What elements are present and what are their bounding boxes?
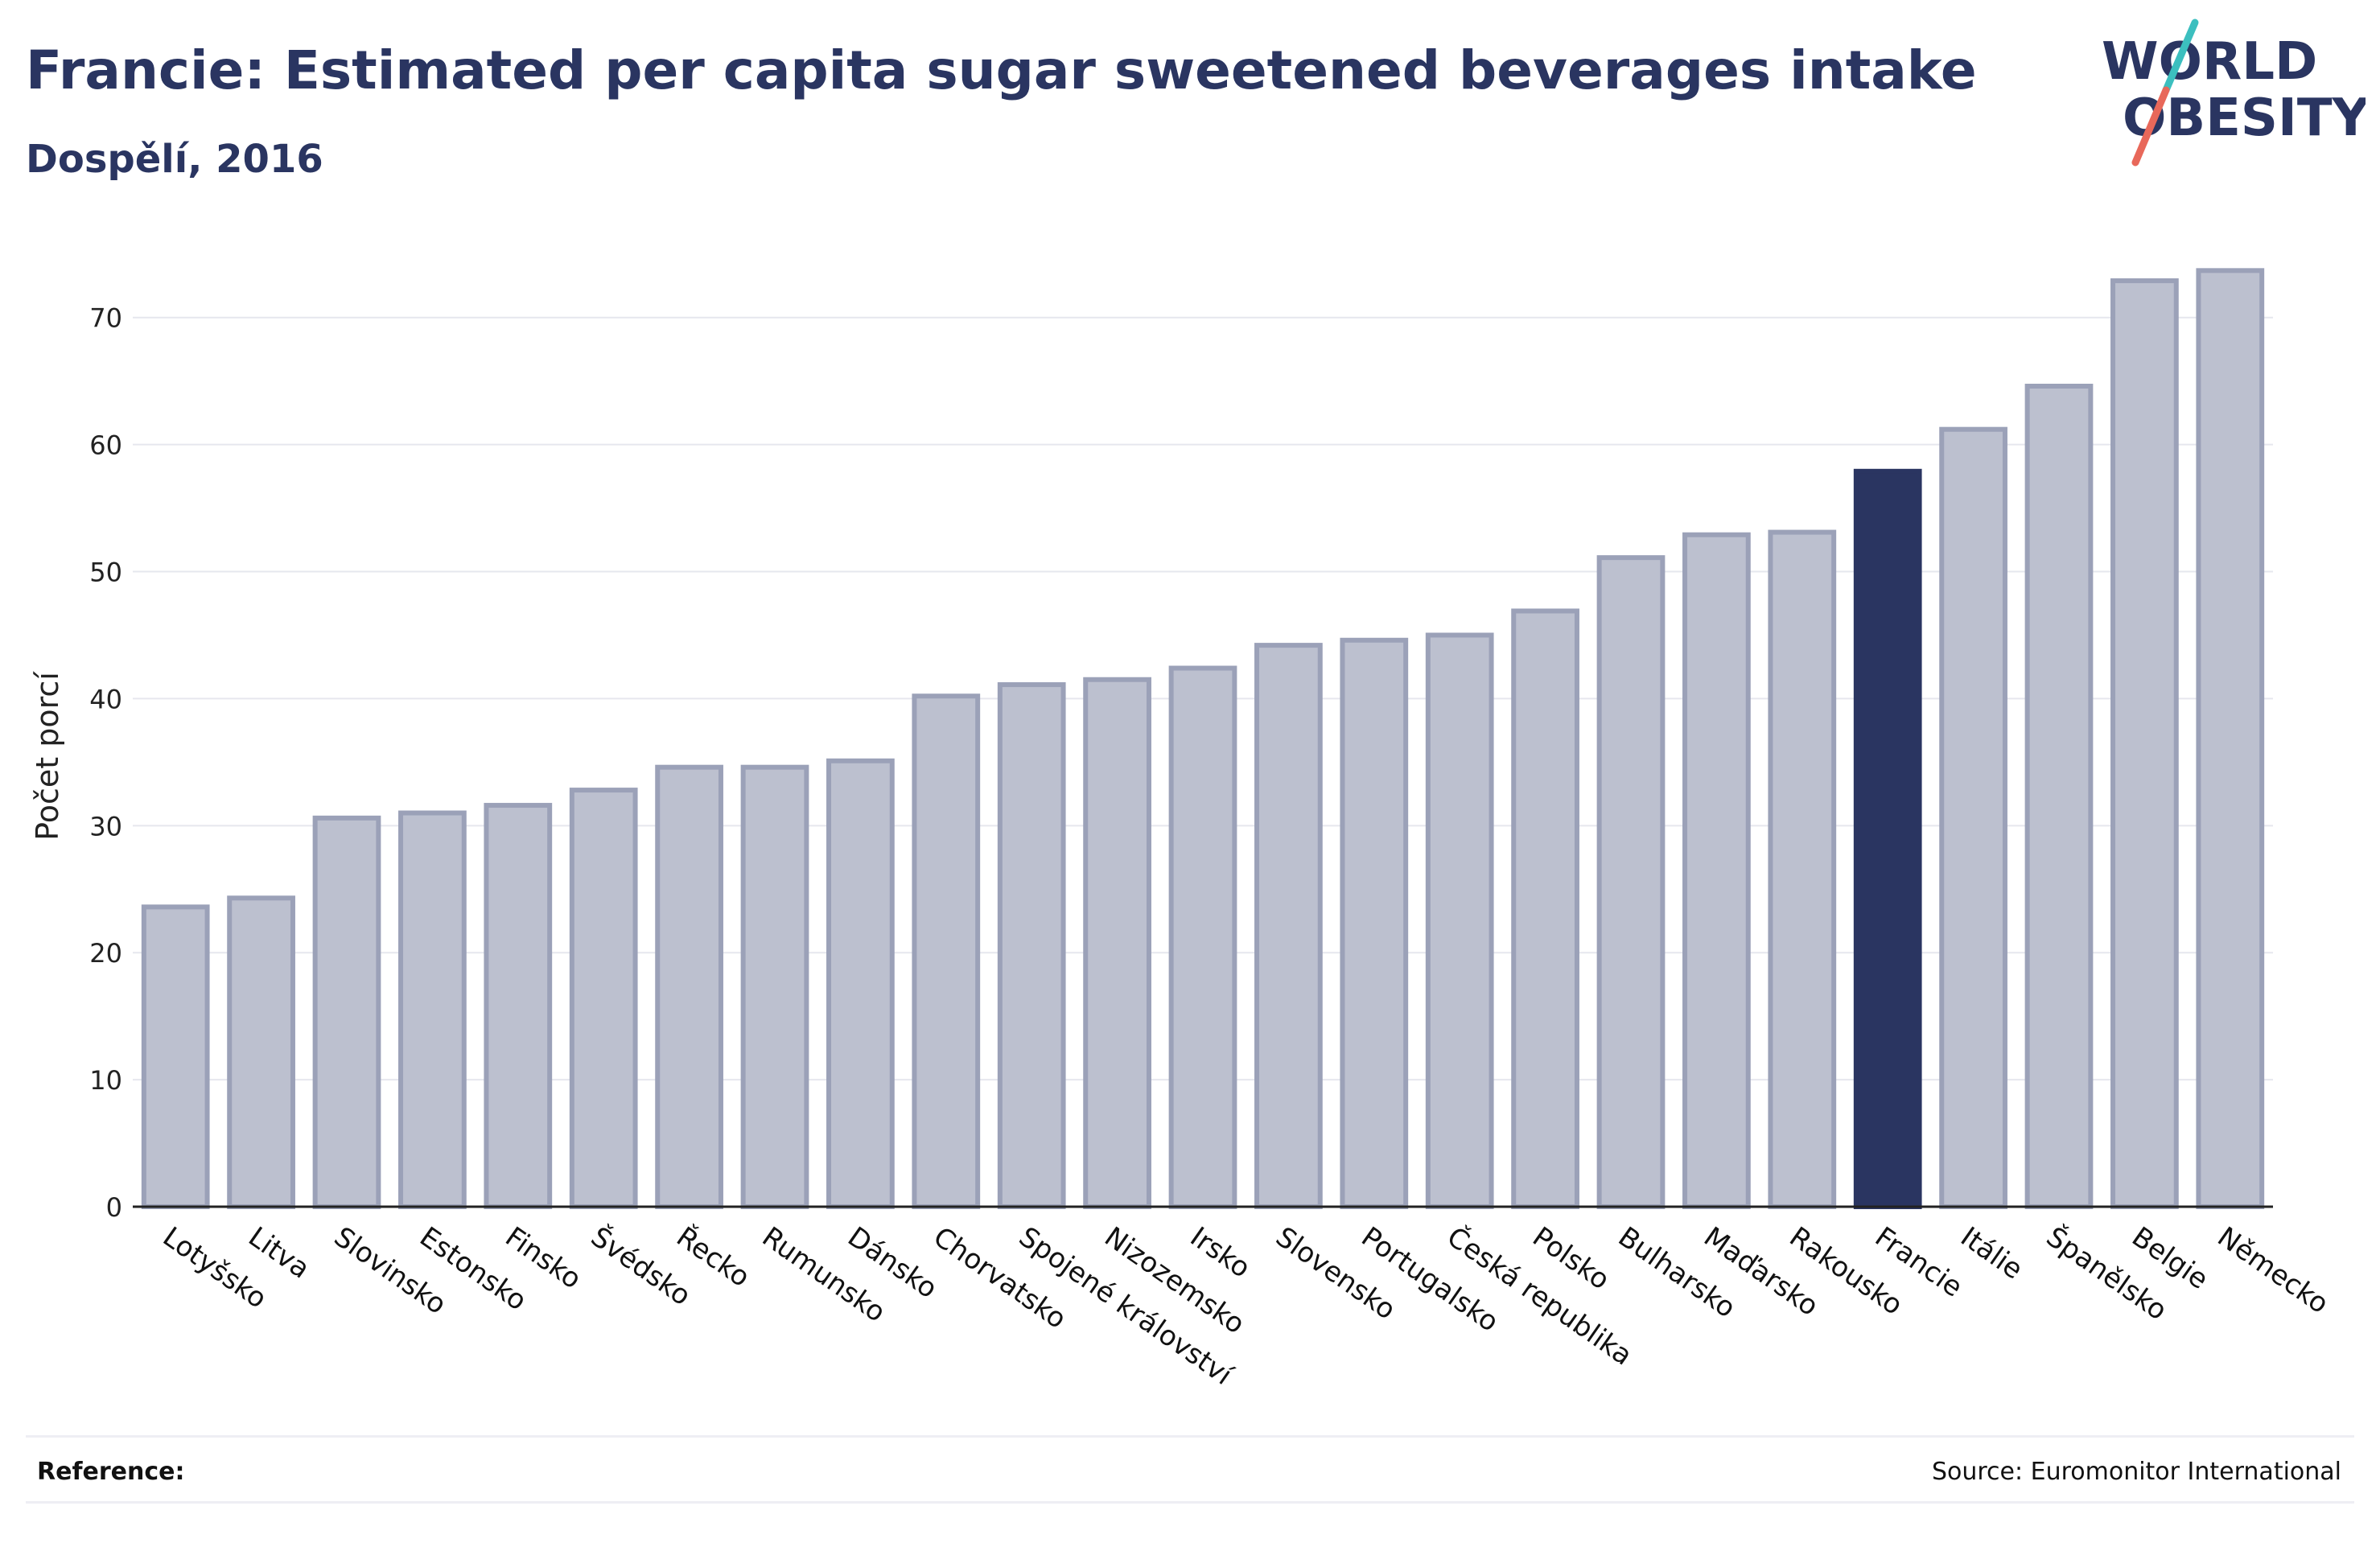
y-axis-label: Počet porcí (30, 671, 65, 841)
bar (2024, 384, 2094, 1209)
bar-highlighted (1853, 468, 1922, 1209)
x-tick-label: Německo (2212, 1221, 2335, 1321)
y-tick-label: 40 (89, 684, 122, 714)
y-tick-label: 70 (89, 303, 122, 334)
bar (740, 764, 809, 1209)
footer-divider-top (26, 1435, 2354, 1438)
bar (312, 815, 381, 1209)
bar (227, 895, 295, 1209)
bar (997, 682, 1066, 1209)
bar (398, 810, 467, 1209)
y-axis-ticks: 0 10 20 30 40 50 60 70 (89, 303, 122, 1223)
bar (1425, 632, 1494, 1209)
footer-divider-bottom (26, 1501, 2354, 1504)
bar (1340, 637, 1409, 1209)
bar (1682, 532, 1751, 1209)
bar (569, 788, 638, 1209)
bar (1083, 677, 1151, 1209)
bar (2196, 268, 2265, 1209)
bar (141, 904, 210, 1209)
bar (1768, 529, 1837, 1209)
bar (1254, 643, 1323, 1209)
reference-label: Reference: (37, 1458, 185, 1486)
bar (655, 764, 723, 1209)
bar (484, 803, 553, 1209)
logo-slash-red (2131, 86, 2170, 167)
logo-slash-teal (2162, 19, 2199, 94)
bar (1168, 665, 1237, 1209)
y-tick-label: 50 (89, 557, 122, 588)
bar (1939, 426, 2007, 1209)
y-tick-label: 0 (106, 1192, 122, 1223)
bar (826, 758, 895, 1209)
chart-subtitle: Dospělí, 2016 (26, 137, 323, 182)
bar (2110, 278, 2179, 1209)
y-tick-label: 60 (89, 430, 122, 461)
y-tick-label: 20 (89, 938, 122, 969)
logo-word-world: WORLD (2102, 32, 2317, 92)
bar (1596, 555, 1666, 1209)
bar (1511, 608, 1579, 1209)
bars (141, 268, 2265, 1209)
source-note: Source: Euromonitor International (1931, 1458, 2341, 1486)
bar (912, 693, 981, 1209)
chart-title: Francie: Estimated per capita sugar swee… (26, 39, 1977, 101)
world-obesity-logo: WORLD OBESITY (2102, 19, 2366, 167)
y-tick-label: 10 (89, 1065, 122, 1096)
y-tick-label: 30 (89, 811, 122, 841)
